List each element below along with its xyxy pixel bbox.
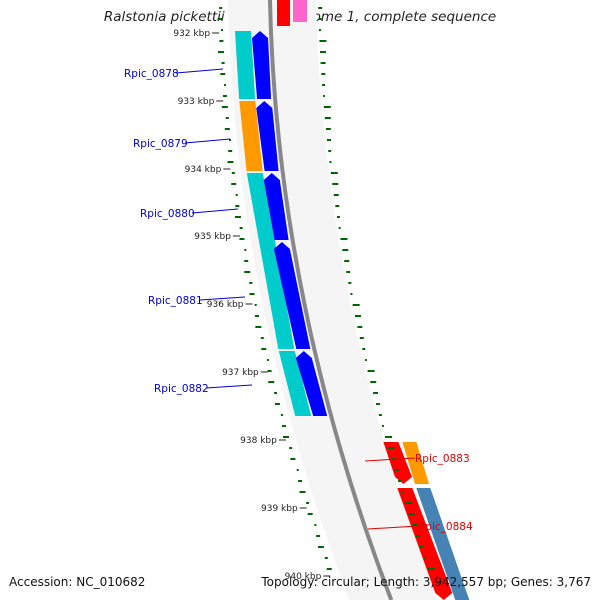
leader-line — [367, 525, 419, 530]
leader-line — [199, 296, 246, 301]
scale-label: 936 kbp — [207, 300, 244, 310]
scale-label: 938 kbp — [240, 436, 277, 446]
cog-block-Rpic_0883 — [402, 442, 429, 484]
cog-block-Rpic_0884 — [416, 488, 470, 600]
cog-block-Rpic_0878 — [235, 31, 256, 99]
cog-block-Rpic_0880 — [246, 173, 295, 349]
top-partial-genes — [277, 0, 307, 26]
gene-arrow-Rpic_0883 — [383, 442, 412, 484]
cog-block-Rpic_0879 — [239, 101, 263, 171]
gene-label-Rpic_0878: Rpic_0878 — [124, 68, 179, 80]
leader-line — [191, 208, 239, 214]
scale-ruler: 932 kbp 933 kbp 934 kbp 935 kbp 936 kbp 937 k… — [173, 29, 331, 582]
leader-line — [205, 384, 253, 389]
cog-color-track — [235, 31, 470, 600]
gene-label-Rpic_0884: Rpic_0884 — [418, 521, 473, 533]
scale-label: 939 kbp — [261, 504, 298, 514]
gene-arrow-Rpic_0882 — [295, 351, 328, 416]
gene-label-Rpic_0881: Rpic_0881 — [148, 295, 203, 307]
cog-block-Rpic_0882 — [278, 351, 312, 416]
leader-line — [364, 457, 416, 462]
partial-gene-pink — [293, 0, 307, 22]
gene-labels: Rpic_0878 Rpic_0879 Rpic_0880 Rpic_0881 Rpic… — [124, 68, 473, 533]
scale-label: 934 kbp — [185, 165, 222, 175]
gene-label-Rpic_0883: Rpic_0883 — [415, 453, 470, 465]
backbone-line — [268, 0, 394, 600]
accession-text: Accession: NC_010682 — [9, 575, 146, 589]
gc-content-ticks — [217, 7, 435, 570]
scale-label: 940 kbp — [285, 572, 322, 582]
gene-label-Rpic_0880: Rpic_0880 — [140, 208, 195, 220]
gene-arrow-track — [252, 31, 453, 600]
leader-line — [175, 68, 224, 74]
gene-label-Rpic_0882: Rpic_0882 — [154, 383, 209, 395]
gene-arrow-Rpic_0884 — [397, 488, 453, 600]
gene-arrow-Rpic_0878 — [252, 31, 272, 99]
gene-label-Rpic_0879: Rpic_0879 — [133, 138, 188, 150]
scale-label: 932 kbp — [173, 29, 210, 39]
gene-arrow-Rpic_0879 — [256, 101, 279, 171]
backbone — [268, 0, 394, 600]
partial-gene-red — [277, 0, 290, 26]
scale-label: 933 kbp — [178, 97, 215, 107]
leader-line — [184, 138, 231, 144]
gene-arrow-Rpic_0880 — [273, 242, 311, 349]
scale-label: 937 kbp — [222, 368, 259, 378]
topology-text: Topology: circular; Length: 3,942,557 bp… — [261, 575, 591, 589]
scale-label: 935 kbp — [194, 232, 231, 242]
gene-arrow-Rpic_0880 — [263, 173, 289, 240]
